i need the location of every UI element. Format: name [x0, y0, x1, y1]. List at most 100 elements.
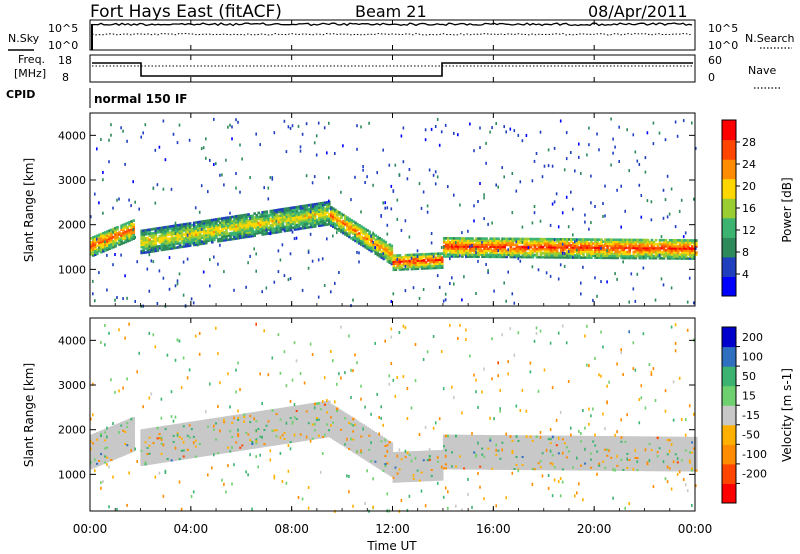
power-cell [574, 250, 577, 253]
power-cell [255, 214, 259, 217]
power-cell [604, 242, 607, 246]
velocity-cell [205, 425, 208, 429]
velocity-cell [124, 420, 127, 423]
velocity-cell [196, 450, 200, 454]
velocity-cell [114, 444, 117, 448]
velocity-cell [223, 426, 226, 430]
velocity-cell [96, 452, 99, 455]
velocity-cell [184, 446, 188, 450]
power-cell [106, 240, 109, 243]
power-cell [116, 234, 119, 237]
velocity-cell [190, 425, 194, 429]
power-cell [239, 232, 242, 236]
velocity-cell [194, 445, 198, 448]
velocity-cell [205, 429, 208, 433]
power-cell [194, 241, 198, 244]
power-cell [342, 223, 345, 227]
power-cell [350, 231, 353, 234]
velocity-cell [106, 444, 109, 447]
power-cell [444, 249, 448, 252]
velocity-cell [104, 444, 107, 448]
velocity-cell [239, 428, 242, 431]
power-cell [358, 238, 361, 241]
power-cell [594, 244, 597, 247]
velocity-cell [100, 481, 102, 485]
velocity-cell [231, 443, 234, 447]
velocity-cell [164, 453, 168, 457]
velocity-cell [219, 449, 222, 452]
power-cell [317, 216, 321, 220]
power-cell [644, 248, 648, 252]
velocity-cell [229, 447, 232, 451]
power-cell [642, 244, 646, 248]
power-cell [390, 246, 394, 250]
power-cell [626, 256, 630, 260]
power-cell [170, 243, 174, 246]
velocity-cell [202, 443, 206, 447]
velocity-cell [116, 427, 119, 431]
power-cell [444, 123, 447, 127]
power-cell [221, 173, 223, 177]
velocity-cell [182, 446, 186, 450]
power-cell [453, 237, 456, 240]
power-cell [293, 220, 297, 223]
velocity-cell [188, 433, 192, 437]
power-cell [323, 207, 327, 211]
power-cell [323, 221, 327, 225]
power-cell [624, 252, 628, 256]
velocity-cell [92, 449, 95, 453]
power-cell [150, 244, 154, 247]
power-cell [130, 226, 133, 229]
velocity-cell [192, 447, 196, 450]
power-cell [219, 225, 222, 229]
velocity-cell [190, 421, 194, 425]
power-cell [213, 224, 216, 228]
power-cell [606, 242, 609, 246]
velocity-cell [235, 428, 238, 432]
power-cell [235, 219, 238, 222]
power-cell [539, 241, 543, 245]
velocity-cell [231, 482, 233, 486]
power-cell [662, 253, 666, 256]
nsearch-tick-top: 10^5 [708, 22, 738, 35]
power-cell [168, 225, 172, 228]
power-cell [364, 235, 367, 239]
velocity-cell [190, 437, 194, 441]
power-cell [102, 211, 104, 215]
velocity-cell [259, 417, 263, 420]
power-cbar-tick: 24 [742, 158, 756, 171]
velocity-cell [124, 336, 126, 340]
power-cell [336, 209, 339, 213]
power-cell [588, 227, 590, 231]
velocity-cell [102, 449, 105, 453]
power-cell [122, 225, 125, 229]
power-cell [426, 262, 430, 266]
power-cell [211, 230, 214, 234]
power-cell [678, 241, 682, 244]
power-cell [164, 225, 168, 229]
power-cell [541, 241, 545, 245]
velocity-cell [259, 415, 263, 418]
power-cell [96, 250, 99, 254]
power-cell [402, 264, 406, 267]
power-cell [624, 238, 628, 242]
power-cell [662, 283, 665, 287]
power-cell [654, 256, 658, 260]
velocity-cell [160, 430, 164, 433]
power-cell [152, 235, 156, 239]
power-cell [303, 216, 307, 220]
velocity-cell [98, 431, 101, 434]
power-cell [594, 242, 597, 245]
power-cell [275, 210, 279, 214]
power-cell [194, 231, 198, 234]
power-cell [461, 241, 464, 244]
power-cell [610, 256, 613, 260]
power-cell [622, 252, 626, 256]
power-cell [106, 288, 108, 292]
power-cell [293, 208, 297, 211]
power-cell [235, 221, 238, 224]
power-cell [255, 226, 259, 229]
power-cell [412, 265, 416, 269]
power-cell [384, 240, 388, 244]
power-cell [336, 219, 339, 223]
